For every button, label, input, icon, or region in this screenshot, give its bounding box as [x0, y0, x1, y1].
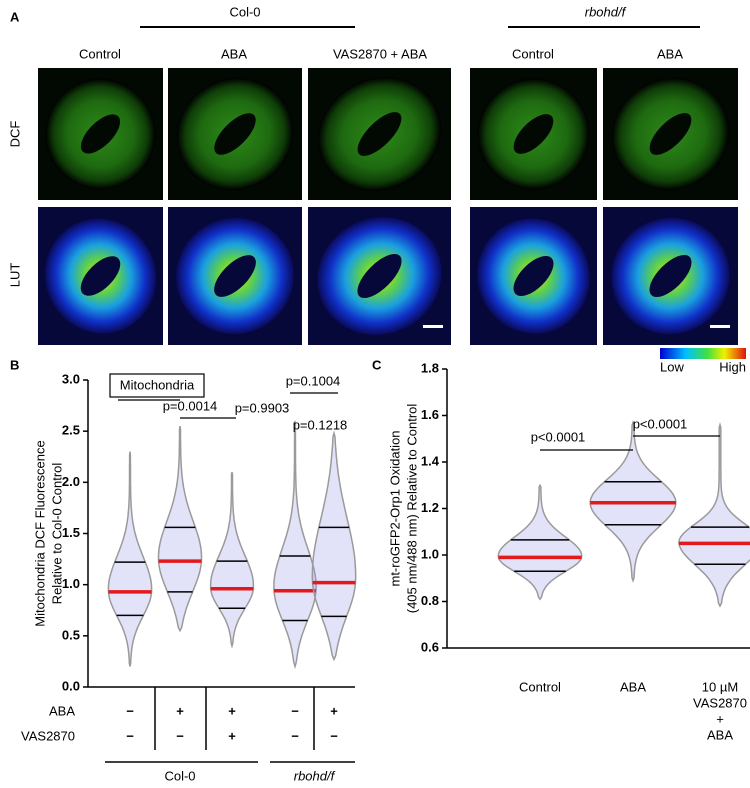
condition-sign: −	[291, 728, 299, 743]
p-value: p<0.0001	[633, 416, 688, 431]
p-value: p<0.0001	[531, 429, 586, 444]
x-tick-label: Control	[519, 679, 561, 694]
x-tick-label: ABA	[620, 679, 646, 694]
pore	[80, 114, 121, 154]
column-title: ABA	[657, 46, 683, 61]
colorbar-label: High	[719, 359, 746, 374]
violin	[107, 451, 153, 667]
y-tick-label: 1.6	[421, 407, 439, 422]
x-tick-label: 10 µM	[702, 679, 738, 694]
title-box	[109, 373, 205, 398]
x-tick-label: +	[716, 711, 724, 726]
y-tick-label: 1.5	[62, 525, 80, 540]
violin	[678, 421, 750, 608]
column-title: Control	[79, 46, 121, 61]
condition-sign: −	[126, 703, 134, 718]
pore	[513, 256, 554, 296]
column-title: ABA	[221, 46, 247, 61]
p-value: p=0.1004	[286, 373, 341, 388]
group-title: Col-0	[229, 4, 260, 19]
condition-label: ABA	[49, 703, 75, 718]
pore	[214, 113, 256, 155]
group-label: Col-0	[164, 768, 195, 783]
violin	[273, 420, 317, 670]
y-tick-label: 0.8	[421, 593, 439, 608]
violin	[497, 483, 583, 601]
condition-sign: −	[126, 728, 134, 743]
violin	[209, 471, 255, 649]
condition-sign: +	[176, 703, 184, 718]
panel-label: B	[10, 357, 19, 372]
condition-sign: −	[176, 728, 184, 743]
scale-bar	[423, 325, 443, 328]
violin	[157, 425, 203, 633]
y-tick-label: 1.0	[62, 576, 80, 591]
condition-sign: +	[330, 703, 338, 718]
y-tick-label: 0.5	[62, 627, 80, 642]
y-tick-label: 2.5	[62, 423, 80, 438]
y-tick-label: 0.0	[62, 678, 80, 693]
row-label: DCF	[7, 121, 22, 148]
y-axis-label: Mitochondria DCF Fluorescence	[32, 440, 47, 626]
pore	[649, 113, 692, 155]
pore	[214, 255, 256, 297]
pore	[649, 254, 692, 298]
condition-sign: +	[228, 703, 236, 718]
colorbar-label: Low	[660, 359, 684, 374]
x-tick-label: VAS2870	[693, 695, 747, 710]
panel-label: A	[10, 9, 20, 24]
y-tick-label: 1.4	[421, 453, 440, 468]
group-title: rbohd/f	[585, 4, 627, 19]
y-tick-label: 2.0	[62, 474, 80, 489]
column-title: VAS2870 + ABA	[333, 46, 427, 61]
y-axis-label: Relative to Col-0 Control	[49, 463, 64, 605]
p-value: p=0.0014	[163, 398, 218, 413]
y-tick-label: 3.0	[62, 371, 80, 386]
panel-label: C	[372, 357, 382, 372]
p-value: p=0.9903	[235, 400, 290, 415]
condition-sign: +	[228, 728, 236, 743]
y-tick-label: 1.0	[421, 546, 439, 561]
pore	[357, 253, 402, 299]
column-title: Control	[512, 46, 554, 61]
y-tick-label: 1.2	[421, 500, 439, 515]
row-label: LUT	[7, 263, 22, 288]
y-tick-label: 1.8	[421, 360, 439, 375]
p-value: p=0.1218	[293, 417, 348, 432]
pore	[513, 114, 554, 154]
group-label: rbohd/f	[294, 768, 336, 783]
pore	[357, 112, 402, 156]
x-tick-label: ABA	[707, 727, 733, 742]
condition-sign: −	[291, 703, 299, 718]
chart-title: Mitochondria	[120, 377, 195, 392]
violin	[311, 430, 357, 662]
condition-label: VAS2870	[21, 728, 75, 743]
colorbar	[660, 348, 746, 359]
condition-sign: −	[330, 728, 338, 743]
pore	[80, 256, 121, 296]
y-axis-label: mt-roGFP2-Orp1 Oxidation	[387, 430, 402, 586]
scale-bar	[710, 325, 730, 328]
y-axis-label: (405 nm/488 nm) Relative to Control	[404, 404, 419, 614]
y-tick-label: 0.6	[421, 639, 439, 654]
